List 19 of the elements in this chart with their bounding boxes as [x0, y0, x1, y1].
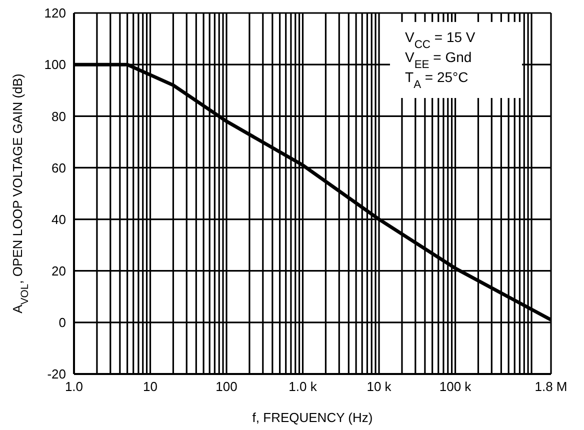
x-tick-label: 1.8 M — [534, 379, 568, 394]
x-tick-label: 1.0 — [64, 379, 84, 394]
y-tick-label: -20 — [47, 366, 66, 382]
x-tick-label: 10 — [143, 379, 158, 394]
y-tick-label: 60 — [52, 160, 66, 176]
y-tick-label: 0 — [58, 315, 66, 330]
y-tick-label: 80 — [52, 108, 66, 124]
annotation: V$_{EE}$ = Gnd — [405, 49, 472, 71]
annotation: V$_{CC}$ = 15 V — [405, 29, 476, 51]
x-tick-label: 1.0 k — [288, 379, 318, 394]
y-tick-label: 100 — [44, 57, 66, 72]
x-tick-label: 100 — [216, 379, 238, 394]
x-tick-label: 10 k — [366, 379, 392, 394]
y-tick-label: 120 — [44, 6, 66, 21]
y-tick-label: 40 — [52, 212, 66, 227]
y-tick-label: 20 — [52, 263, 66, 278]
annotation: T$_{A}$ = 25°C — [405, 69, 468, 91]
x-tick-label: 100 k — [439, 379, 472, 394]
x-axis-title: f, FREQUENCY (Hz) — [252, 410, 373, 425]
